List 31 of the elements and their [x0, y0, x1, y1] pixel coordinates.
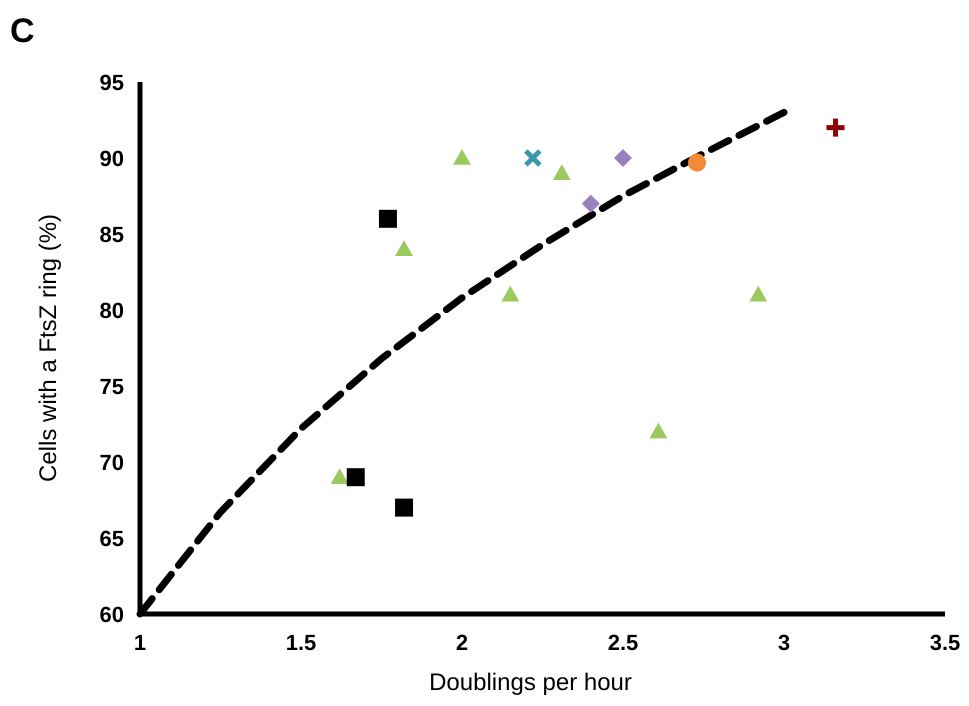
x-tick-label: 2.5 — [608, 630, 638, 655]
y-tick-label: 95 — [100, 70, 124, 95]
y-tick-label: 90 — [100, 146, 124, 171]
y-tick-label: 75 — [100, 374, 124, 399]
y-tick-label: 85 — [100, 222, 124, 247]
x-tick-label: 3.5 — [930, 630, 960, 655]
point — [582, 194, 600, 213]
x-tick-label: 3 — [778, 630, 790, 655]
point — [501, 286, 520, 302]
point — [688, 154, 706, 172]
x-tick-label: 1.5 — [286, 630, 316, 655]
point — [453, 149, 471, 165]
point — [649, 422, 668, 438]
x-tick-label: 2 — [456, 630, 468, 655]
point — [749, 286, 768, 302]
y-tick-label: 70 — [100, 450, 124, 475]
y-tick-label: 60 — [100, 602, 124, 627]
point — [552, 164, 571, 180]
point — [346, 468, 365, 486]
text: C — [10, 12, 35, 50]
x-tick-label: 1 — [134, 630, 146, 655]
y-tick-label: 65 — [100, 526, 124, 551]
y-tick-label: 80 — [100, 298, 124, 323]
point — [523, 148, 542, 168]
x-axis-title: Doublings per hour — [429, 669, 632, 696]
point — [614, 149, 632, 167]
point — [330, 468, 349, 484]
y-axis-title: Cells with a FtsZ ring (%) — [35, 214, 62, 482]
point — [378, 210, 397, 228]
point — [395, 498, 414, 517]
point — [395, 240, 414, 256]
